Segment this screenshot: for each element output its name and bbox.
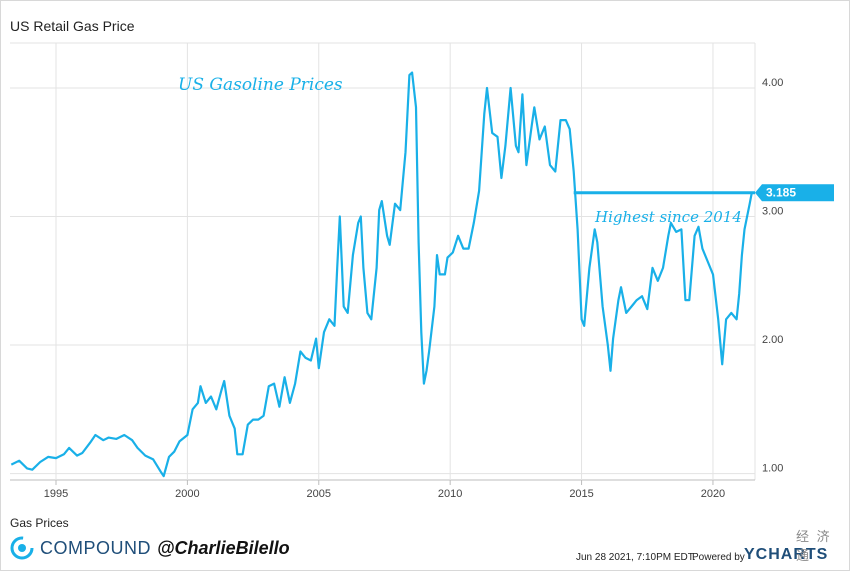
y-tick-label: 2.00 [762,334,783,346]
last-value-badge [762,184,834,202]
last-value-label: 3.185 [766,186,796,200]
watermark-text: 经 济 通 [796,529,832,563]
x-tick-label: 2000 [175,488,199,500]
x-tick-label: 2020 [701,488,725,500]
y-tick-label: 1.00 [762,463,783,475]
highest-since-2014-label: Highest since 2014 [594,208,742,226]
brand-block: COMPOUND @CharlieBilello [10,536,290,560]
x-tick-label: 2010 [438,488,462,500]
gas-price-series-line [10,71,753,478]
annotation-title: US Gasoline Prices [178,75,343,95]
x-tick-label: 1995 [44,488,68,500]
y-tick-label: 4.00 [762,77,783,89]
x-tick-label: 2015 [569,488,593,500]
x-gridlines [55,43,714,485]
y-gridlines [10,87,755,475]
footer-powered-by: Powered by [692,552,745,563]
x-tick-label: 2005 [307,488,331,500]
y-tick-label: 3.00 [762,206,783,218]
footer-date: Jun 28 2021, 7:10PM EDT. [576,552,696,563]
last-value-badge-pointer [755,184,762,202]
compound-logo-icon [10,536,34,560]
chart-title: US Retail Gas Price [10,18,135,34]
x-tick-labels: 1995 2000 2005 2010 2015 2020 [44,488,725,500]
y-tick-labels: 1.00 2.00 3.00 4.00 [762,77,783,475]
author-handle: @CharlieBilello [157,537,290,558]
brand-name: COMPOUND [40,537,151,558]
legend-label: Gas Prices [10,516,69,530]
ycharts-logo[interactable]: YCHARTS [744,546,829,563]
